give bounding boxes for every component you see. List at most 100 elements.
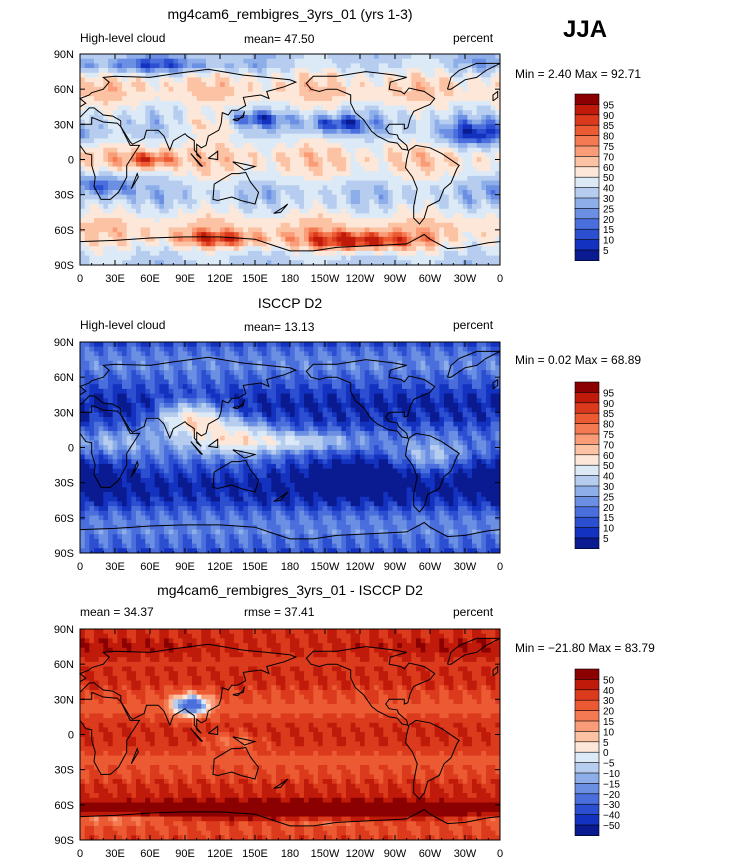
- heatmap-cell: [332, 147, 338, 153]
- heatmap-cell: [271, 58, 277, 64]
- heatmap-cell: [108, 227, 114, 233]
- heatmap-cell: [388, 129, 394, 135]
- heatmap-cell: [164, 166, 170, 172]
- heatmap-cell: [304, 208, 310, 214]
- heatmap-cell: [159, 241, 165, 247]
- heatmap-cell: [374, 96, 380, 102]
- heatmap-cell: [126, 105, 132, 111]
- heatmap-cell: [131, 227, 137, 233]
- heatmap-cell: [234, 72, 240, 78]
- heatmap-cell: [206, 86, 212, 92]
- heatmap-cell: [248, 157, 254, 163]
- heatmap-cell: [108, 208, 114, 214]
- heatmap-cell: [224, 171, 230, 177]
- heatmap-cell: [220, 365, 226, 371]
- heatmap-cell: [136, 222, 142, 228]
- heatmap-cell: [220, 356, 226, 362]
- heatmap-cell: [462, 72, 468, 78]
- heatmap-cell: [360, 124, 366, 130]
- heatmap-cell: [154, 161, 160, 167]
- heatmap-cell: [476, 346, 482, 352]
- heatmap-cell: [131, 58, 137, 64]
- heatmap-cell: [94, 114, 100, 121]
- heatmap-cell: [397, 175, 403, 181]
- heatmap-cell: [145, 185, 151, 191]
- heatmap-cell: [131, 246, 137, 252]
- heatmap-cell: [336, 250, 342, 257]
- heatmap-cell: [117, 166, 123, 172]
- heatmap-cell: [341, 175, 347, 181]
- heatmap-cell: [299, 143, 305, 149]
- heatmap-cell: [294, 143, 300, 149]
- heatmap-cell: [388, 356, 394, 362]
- heatmap-cell: [448, 166, 454, 172]
- heatmap-cell: [332, 124, 338, 130]
- heatmap-cell: [462, 194, 468, 200]
- heatmap-cell: [425, 161, 431, 167]
- heatmap-cell: [355, 166, 361, 172]
- heatmap-cell: [425, 360, 431, 366]
- heatmap-cell: [304, 124, 310, 130]
- heatmap-cell: [355, 236, 361, 242]
- heatmap-cell: [182, 351, 188, 357]
- heatmap-cell: [402, 250, 408, 257]
- heatmap-cell: [350, 82, 356, 88]
- heatmap-cell: [84, 143, 90, 149]
- heatmap-cell: [416, 54, 422, 60]
- heatmap-cell: [308, 110, 314, 116]
- heatmap-cell: [439, 100, 445, 106]
- heatmap-cell: [332, 260, 338, 266]
- heatmap-cell: [392, 124, 398, 130]
- heatmap-cell: [304, 374, 310, 380]
- heatmap-cell: [238, 138, 244, 144]
- heatmap-cell: [98, 255, 104, 261]
- heatmap-cell: [131, 72, 137, 78]
- heatmap-cell: [495, 185, 501, 191]
- heatmap-cell: [448, 351, 454, 357]
- heatmap-cell: [220, 77, 226, 83]
- heatmap-cell: [402, 356, 408, 362]
- heatmap-cell: [248, 370, 254, 376]
- heatmap-cell: [304, 157, 310, 163]
- heatmap-cell: [280, 180, 286, 186]
- heatmap-cell: [122, 227, 128, 233]
- heatmap-cell: [201, 138, 207, 144]
- heatmap-cell: [98, 194, 104, 200]
- heatmap-cell: [486, 246, 492, 252]
- heatmap-cell: [341, 255, 347, 261]
- heatmap-cell: [126, 175, 132, 181]
- heatmap-cell: [252, 175, 258, 181]
- heatmap-cell: [383, 194, 389, 200]
- heatmap-cell: [294, 166, 300, 172]
- heatmap-cell: [234, 351, 240, 357]
- heatmap-cell: [420, 114, 426, 121]
- heatmap-cell: [406, 91, 412, 97]
- heatmap-cell: [196, 213, 202, 219]
- heatmap-cell: [308, 166, 314, 172]
- heatmap-cell: [467, 68, 473, 74]
- heatmap-cell: [388, 124, 394, 130]
- coastline: [208, 150, 219, 161]
- heatmap-cell: [89, 204, 95, 210]
- heatmap-cell: [173, 54, 179, 60]
- heatmap-cell: [192, 185, 198, 191]
- heatmap-cell: [383, 199, 389, 205]
- heatmap-cell: [126, 110, 132, 116]
- heatmap-cell: [145, 199, 151, 205]
- heatmap-cell: [117, 152, 123, 158]
- coastline: [232, 111, 245, 122]
- heatmap-cell: [234, 175, 240, 181]
- heatmap-cell: [308, 114, 314, 121]
- heatmap-cell: [406, 189, 412, 196]
- heatmap-cell: [131, 208, 137, 214]
- heatmap-cell: [192, 360, 198, 366]
- heatmap-cell: [350, 114, 356, 121]
- heatmap-cell: [173, 360, 179, 366]
- heatmap-cell: [154, 260, 160, 266]
- heatmap-cell: [299, 91, 305, 97]
- heatmap-cell: [378, 379, 384, 385]
- heatmap-cell: [206, 143, 212, 149]
- heatmap-cell: [392, 246, 398, 252]
- heatmap-cell: [248, 250, 254, 257]
- heatmap-cell: [486, 227, 492, 233]
